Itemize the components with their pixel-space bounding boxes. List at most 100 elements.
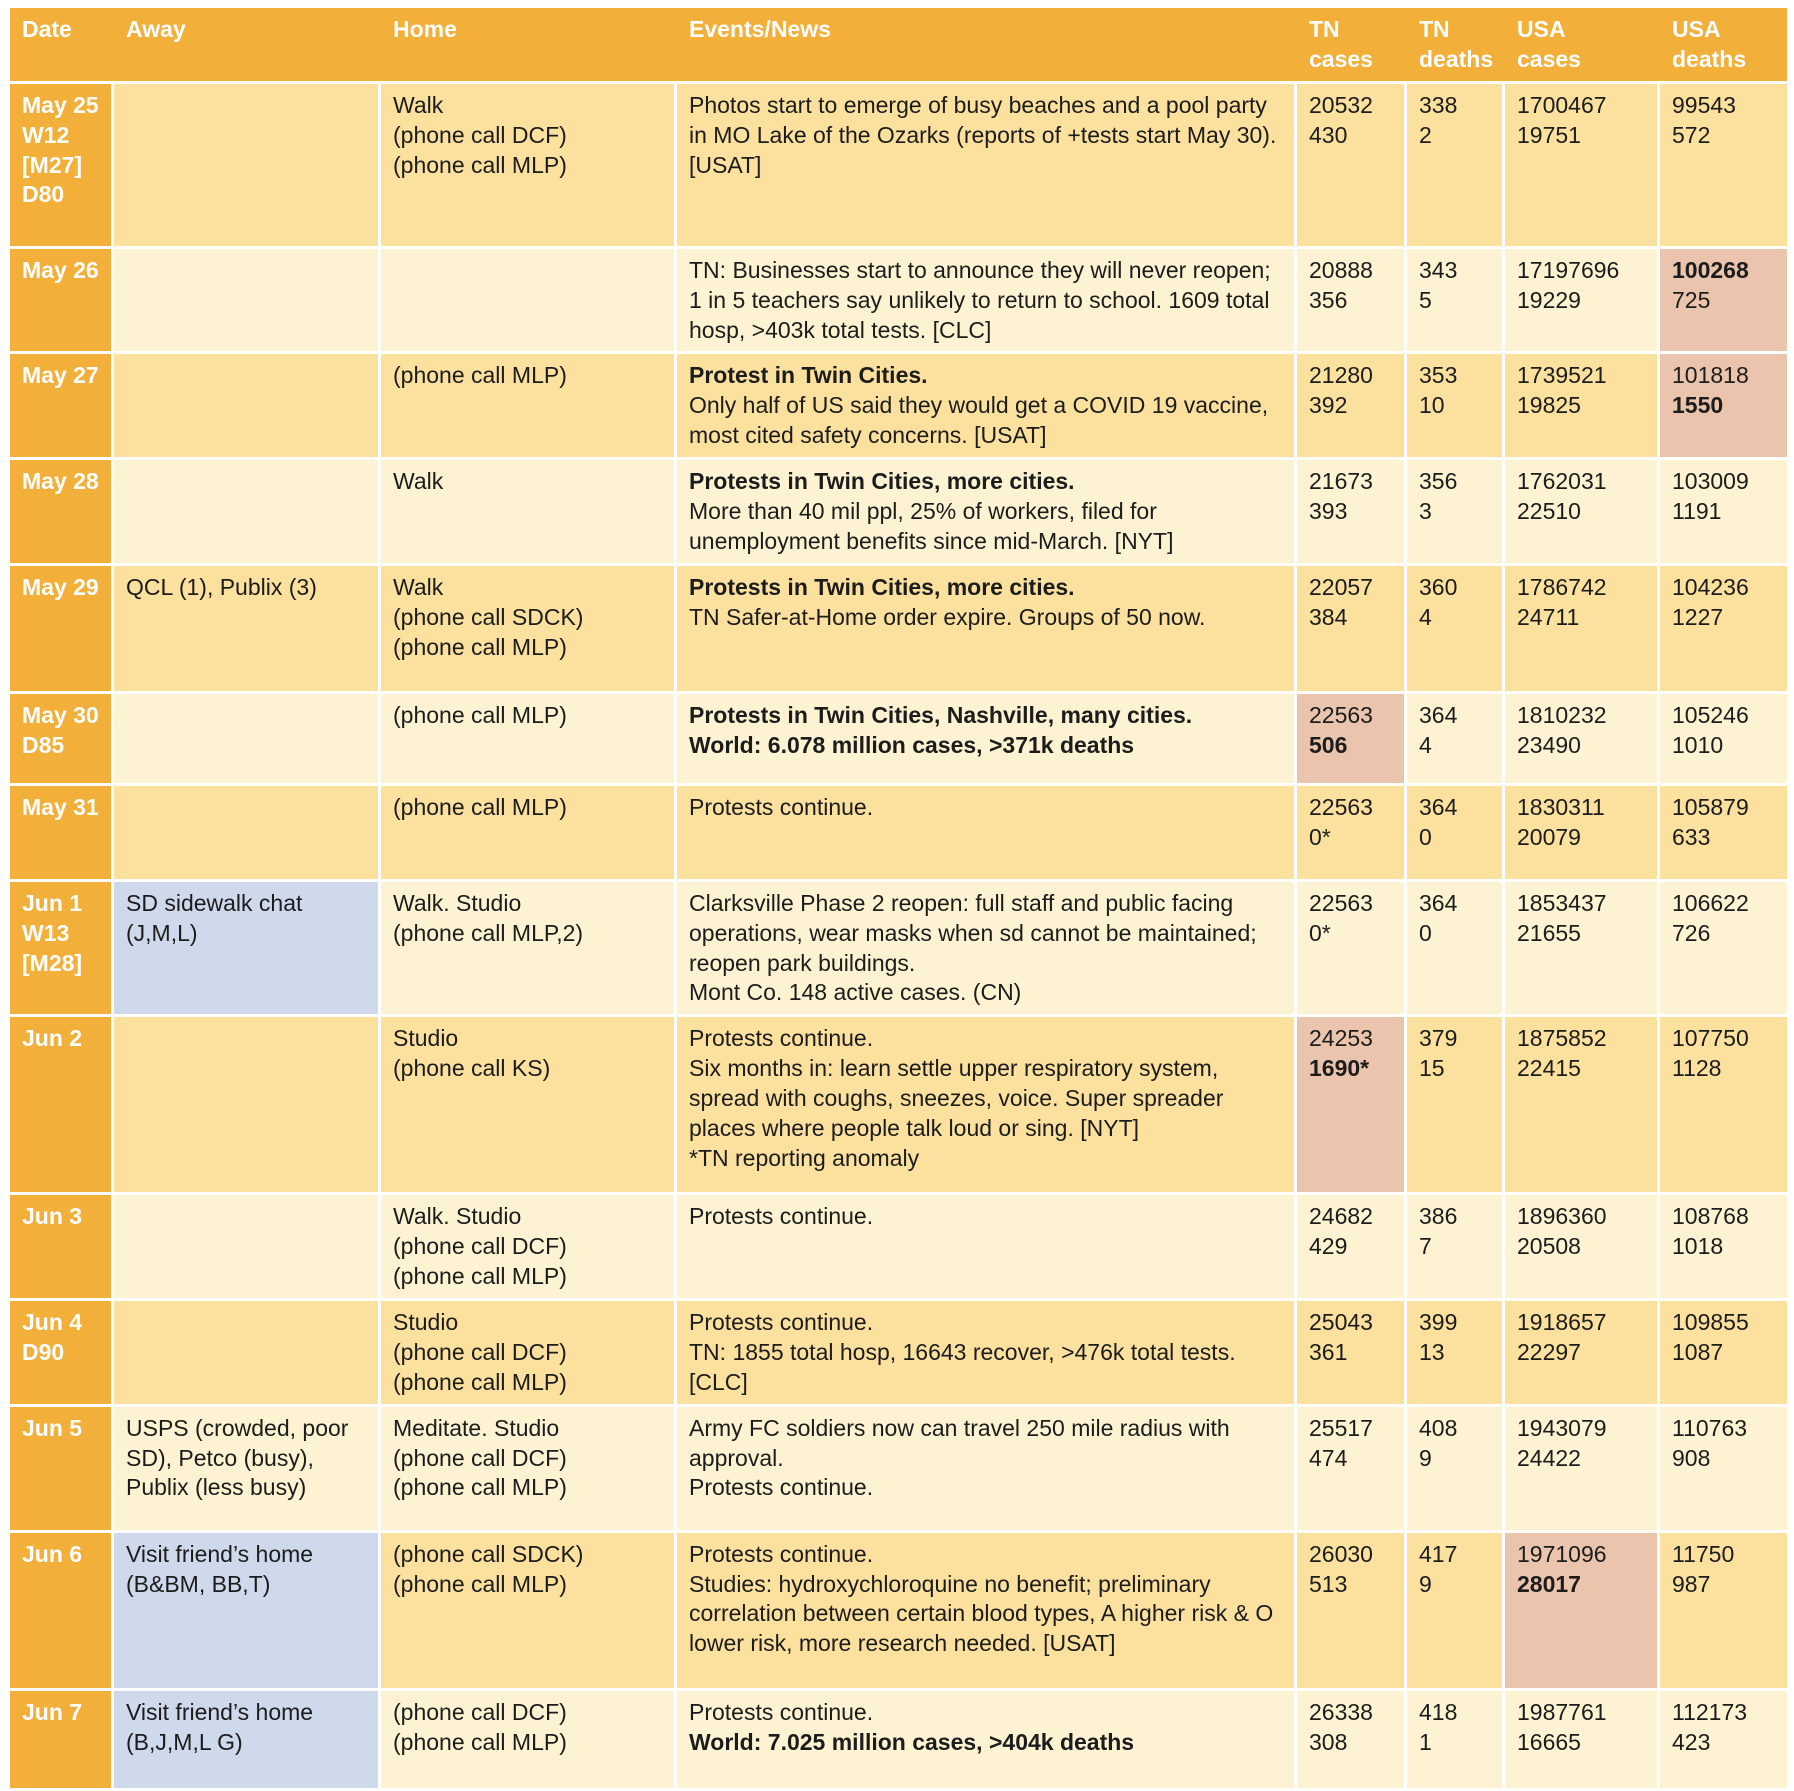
tn-deaths-cell: 343 5 bbox=[1407, 248, 1505, 355]
tn-cases-value: 393 bbox=[1309, 498, 1348, 525]
date-cell: May 27 bbox=[10, 354, 114, 461]
event-line: Protests continue. bbox=[689, 793, 874, 820]
home-line: Meditate. Studio bbox=[393, 1414, 560, 1441]
tn-deaths-value: 3 bbox=[1419, 498, 1432, 525]
tn-deaths-value: 10 bbox=[1419, 392, 1445, 419]
away-cell bbox=[114, 83, 381, 249]
date-line: W13 bbox=[22, 919, 70, 946]
home-line: (phone call MLP) bbox=[393, 151, 567, 178]
tn-cases-value: 20888 bbox=[1309, 256, 1373, 283]
tn-cases-value: 1690* bbox=[1309, 1055, 1370, 1082]
home-cell: (phone call SDCK) (phone call MLP) bbox=[381, 1532, 677, 1691]
tn-deaths-cell: 353 10 bbox=[1407, 354, 1505, 461]
events-cell: TN: Businesses start to announce they wi… bbox=[677, 248, 1297, 355]
tn-cases-value: 24682 bbox=[1309, 1203, 1373, 1230]
usa-deaths-value: 423 bbox=[1672, 1728, 1711, 1755]
tn-cases-value: 356 bbox=[1309, 286, 1348, 313]
usa-cases-value: 24422 bbox=[1517, 1444, 1581, 1471]
usa-deaths-value: 725 bbox=[1672, 286, 1711, 313]
home-line: (phone call MLP) bbox=[393, 362, 567, 389]
tn-cases-cell: 24253 1690* bbox=[1297, 1017, 1407, 1196]
away-cell: USPS (crowded, poor SD), Petco (busy), P… bbox=[114, 1406, 381, 1533]
tn-cases-value: 430 bbox=[1309, 121, 1348, 148]
usa-cases-value: 16665 bbox=[1517, 1728, 1581, 1755]
date-cell: May 30 D85 bbox=[10, 693, 114, 786]
tn-cases-value: 506 bbox=[1309, 731, 1348, 758]
tn-cases-cell: 24682 429 bbox=[1297, 1195, 1407, 1302]
usa-cases-value: 1943079 bbox=[1517, 1414, 1607, 1441]
usa-deaths-value: 107750 bbox=[1672, 1025, 1749, 1052]
usa-deaths-value: 104236 bbox=[1672, 573, 1749, 600]
usa-cases-value: 19825 bbox=[1517, 392, 1581, 419]
date-line: D90 bbox=[22, 1338, 65, 1365]
events-cell: Protests in Twin Cities, more cities. TN … bbox=[677, 565, 1297, 694]
usa-deaths-value: 1191 bbox=[1672, 498, 1722, 525]
event-line: Protests in Twin Cities, Nashville, many… bbox=[689, 701, 1193, 728]
tn-cases-value: 392 bbox=[1309, 392, 1348, 419]
events-cell: Photos start to emerge of busy beaches a… bbox=[677, 83, 1297, 249]
events-cell: Protests continue. Six months in: learn s… bbox=[677, 1017, 1297, 1196]
events-cell: Protests continue. bbox=[677, 1195, 1297, 1302]
date-line: May 27 bbox=[22, 362, 99, 389]
tn-cases-value: 513 bbox=[1309, 1570, 1348, 1597]
date-line: W12 bbox=[22, 121, 70, 148]
date-line: May 28 bbox=[22, 468, 99, 495]
tn-cases-cell: 22563 0* bbox=[1297, 785, 1407, 882]
away-cell bbox=[114, 460, 381, 566]
event-line: Protests continue. bbox=[689, 1698, 874, 1725]
usa-cases-cell: 1875852 22415 bbox=[1505, 1017, 1660, 1196]
usa-deaths-cell: 105879 633 bbox=[1660, 785, 1787, 882]
usa-cases-value: 1786742 bbox=[1517, 573, 1607, 600]
event-line: Protests in Twin Cities, more cities. bbox=[689, 573, 1075, 600]
home-cell: Walk. Studio (phone call MLP,2) bbox=[381, 881, 677, 1018]
usa-cases-value: 24711 bbox=[1517, 603, 1580, 630]
usa-deaths-value: 1550 bbox=[1672, 392, 1724, 419]
tn-cases-value: 22563 bbox=[1309, 889, 1373, 916]
usa-deaths-cell: 100268 725 bbox=[1660, 248, 1787, 355]
usa-cases-value: 1875852 bbox=[1517, 1025, 1607, 1052]
column-header-label: USA bbox=[1517, 16, 1566, 42]
usa-cases-value: 22415 bbox=[1517, 1055, 1581, 1082]
tn-deaths-value: 9 bbox=[1419, 1444, 1432, 1471]
home-line: (phone call DCF) bbox=[393, 1233, 567, 1260]
date-cell: Jun 1 W13 [M28] bbox=[10, 881, 114, 1018]
date-line: Jun 2 bbox=[22, 1025, 83, 1052]
usa-deaths-value: 1227 bbox=[1672, 603, 1724, 630]
tn-deaths-cell: 356 3 bbox=[1407, 460, 1505, 566]
date-line: May 29 bbox=[22, 573, 99, 600]
tn-deaths-value: 1 bbox=[1419, 1728, 1432, 1755]
usa-deaths-value: 99543 bbox=[1672, 91, 1736, 118]
tn-deaths-value: 364 bbox=[1419, 793, 1458, 820]
usa-cases-value: 1853437 bbox=[1517, 889, 1607, 916]
tn-deaths-value: 353 bbox=[1419, 362, 1458, 389]
table-row: Jun 4 D90 Studio (phone call DCF) (phone cal… bbox=[10, 1301, 1787, 1407]
tn-deaths-value: 364 bbox=[1419, 701, 1458, 728]
tn-deaths-cell: 379 15 bbox=[1407, 1017, 1505, 1196]
events-cell: Protests in Twin Cities, Nashville, many… bbox=[677, 693, 1297, 786]
tn-deaths-value: 7 bbox=[1419, 1233, 1432, 1260]
column-header: Events/News bbox=[677, 8, 1297, 84]
tn-deaths-value: 9 bbox=[1419, 1570, 1432, 1597]
event-line: Protests in Twin Cities, more cities. bbox=[689, 468, 1075, 495]
event-line: Army FC soldiers now can travel 250 mile… bbox=[689, 1414, 1230, 1471]
usa-deaths-value: 103009 bbox=[1672, 468, 1749, 495]
date-cell: May 25 W12 [M27] D80 bbox=[10, 83, 114, 249]
date-line: D85 bbox=[22, 731, 65, 758]
date-cell: Jun 4 D90 bbox=[10, 1301, 114, 1407]
date-cell: Jun 3 bbox=[10, 1195, 114, 1302]
tn-cases-cell: 21673 393 bbox=[1297, 460, 1407, 566]
away-cell: QCL (1), Publix (3) bbox=[114, 565, 381, 694]
usa-cases-value: 1830311 bbox=[1517, 793, 1605, 820]
home-cell: (phone call MLP) bbox=[381, 693, 677, 786]
date-line: Jun 1 bbox=[22, 889, 83, 916]
table-row: Jun 6 Visit friend’s home (B&BM, BB,T) (ph… bbox=[10, 1532, 1787, 1691]
tn-cases-value: 474 bbox=[1309, 1444, 1348, 1471]
away-cell: SD sidewalk chat (J,M,L) bbox=[114, 881, 381, 1018]
home-cell: Walk (phone call DCF) (phone call MLP) bbox=[381, 83, 677, 249]
tn-cases-cell: 20888 356 bbox=[1297, 248, 1407, 355]
tn-cases-cell: 20532 430 bbox=[1297, 83, 1407, 249]
event-line: Mont Co. 148 active cases. (CN) bbox=[689, 979, 1022, 1006]
away-cell bbox=[114, 354, 381, 461]
date-line: Jun 6 bbox=[22, 1540, 83, 1567]
tn-cases-value: 26030 bbox=[1309, 1540, 1373, 1567]
